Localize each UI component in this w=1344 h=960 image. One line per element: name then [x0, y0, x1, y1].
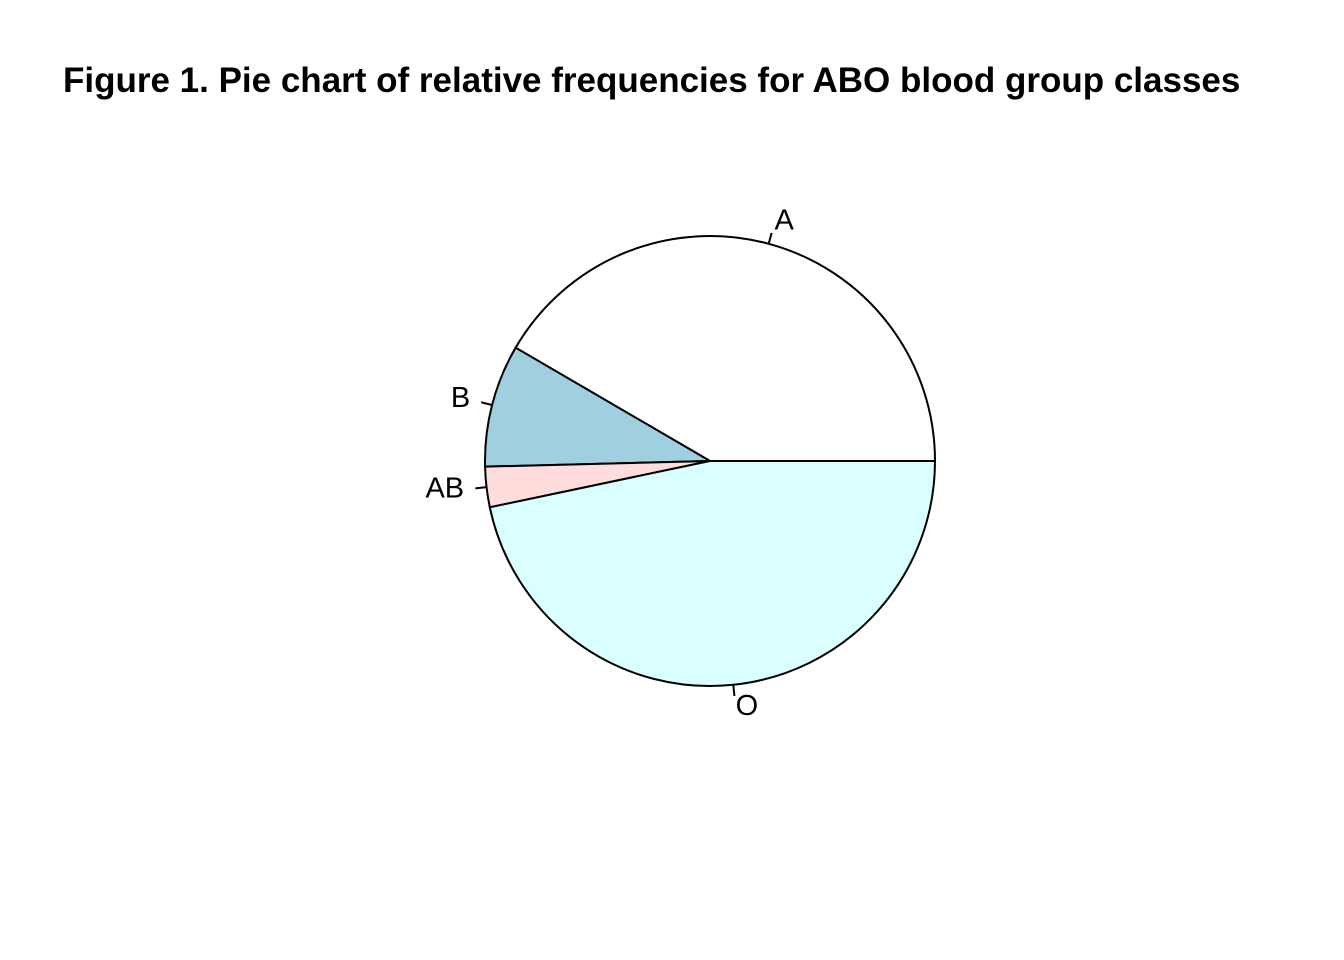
slice-label-o: O — [736, 690, 759, 722]
pie-slices — [484, 235, 937, 687]
slice-label-b: B — [451, 382, 470, 414]
slice-label-ab: AB — [425, 472, 464, 504]
leader-line-o — [732, 684, 736, 697]
slice-label-a: A — [775, 205, 795, 237]
leader-line-ab — [475, 486, 487, 490]
leader-line-a — [767, 232, 773, 245]
leader-line-b — [480, 401, 493, 407]
pie-slice-o — [488, 460, 937, 687]
chart-title: Figure 1. Pie chart of relative frequenc… — [63, 61, 1240, 100]
